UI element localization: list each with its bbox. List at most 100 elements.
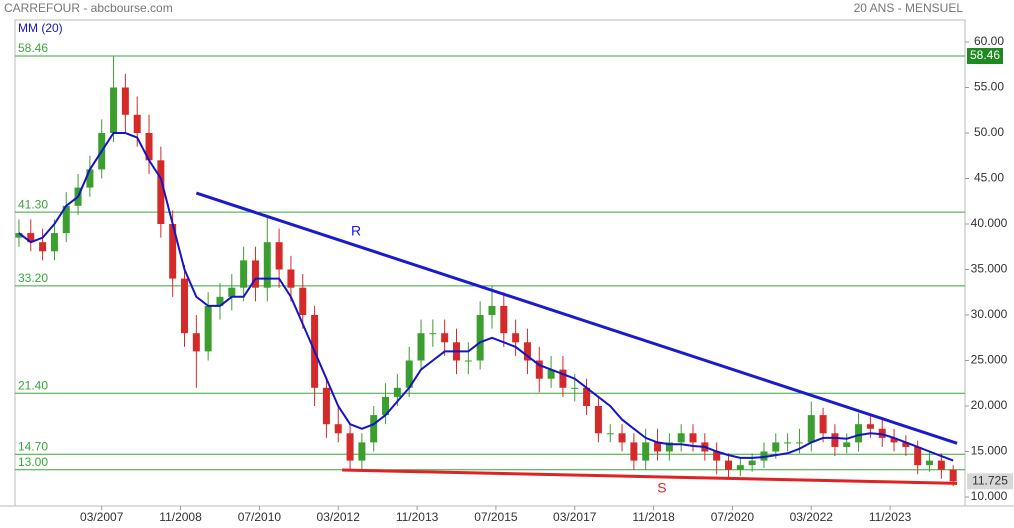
candle-body (27, 233, 35, 243)
y-tick-label: 50.00 (974, 125, 1004, 139)
candle-body (902, 442, 910, 447)
candle-body (441, 333, 449, 343)
candle-body (772, 442, 780, 452)
level-label: 58.46 (18, 41, 48, 55)
candle-body (110, 87, 118, 133)
candle-body (121, 87, 129, 115)
level-label: 13.00 (18, 455, 48, 469)
candle-body (322, 387, 330, 425)
candle-body (240, 260, 248, 288)
candle-body (488, 305, 496, 315)
candle-body (476, 315, 484, 361)
y-tick-label: 15.000 (971, 444, 1008, 458)
level-label: 21.40 (18, 378, 48, 392)
candle-body (937, 460, 945, 470)
candle-body (535, 360, 543, 379)
candle-body (855, 424, 863, 443)
x-tick-label: 07/2020 (711, 510, 755, 524)
candle-body (228, 287, 236, 297)
candle-body (654, 442, 662, 452)
y-tick-label: 35.000 (971, 262, 1008, 276)
candle-body (169, 224, 177, 279)
candle-body (630, 442, 638, 461)
trendline (342, 468, 958, 485)
level-label: 33.20 (18, 271, 48, 285)
candle-body (677, 433, 685, 443)
candle-body (334, 424, 342, 434)
moving-average (18, 132, 954, 462)
x-tick-label: 11/2008 (159, 510, 202, 524)
x-tick-label: 11/2013 (396, 510, 439, 524)
candle-body (382, 396, 390, 416)
trendline-label: R (351, 222, 361, 238)
y-tick-label: 30.000 (971, 307, 1008, 321)
chart-title: CARREFOUR - abcbourse.com (4, 1, 173, 15)
candle-body (748, 460, 756, 466)
x-tick-label: 03/2017 (553, 510, 597, 524)
candle-body (642, 442, 650, 461)
trendline (195, 191, 958, 445)
candle-body (618, 433, 626, 443)
candle-body (724, 460, 732, 470)
candle-body (784, 442, 792, 444)
trendline-label: S (657, 480, 666, 496)
candle-body (405, 360, 413, 388)
candle-body (831, 433, 839, 447)
legend-entry: MM (20) (18, 21, 63, 35)
candle-body (866, 424, 874, 429)
candle-body (500, 305, 508, 334)
candle-body (299, 287, 307, 315)
candle-body (512, 333, 520, 343)
candle-body (914, 446, 922, 466)
y-tick-label: 55.00 (974, 80, 1004, 94)
candle-body (819, 415, 827, 434)
candle-body (370, 415, 378, 443)
candle-body (287, 269, 295, 288)
candle-body (464, 360, 472, 362)
candle-body (713, 451, 721, 461)
candle-body (926, 460, 934, 466)
candle-body (523, 342, 531, 361)
candle-body (50, 233, 58, 252)
candle-body (736, 465, 744, 470)
candle-body (571, 387, 579, 389)
candle-body (949, 469, 957, 482)
candle-body (181, 278, 189, 334)
chart-subtitle: 20 ANS - MENSUEL (854, 1, 964, 15)
candle-body (251, 260, 259, 288)
x-tick-label: 03/2012 (317, 510, 361, 524)
high-badge (967, 48, 1003, 65)
candle-body (843, 442, 851, 447)
y-tick-label: 25.000 (971, 353, 1008, 367)
x-tick-label: 07/2010 (238, 510, 282, 524)
candle-body (795, 442, 803, 444)
candle-body (39, 242, 47, 252)
y-tick-label: 60.00 (974, 34, 1004, 48)
y-tick-label: 20.000 (971, 398, 1008, 412)
x-tick-label: 03/2007 (80, 510, 124, 524)
x-tick-label: 11/2018 (632, 510, 675, 524)
candle-body (665, 442, 673, 452)
candle-body (358, 442, 366, 461)
x-tick-label: 07/2015 (474, 510, 518, 524)
candle-body (15, 233, 23, 238)
candle-body (417, 333, 425, 361)
candle-body (145, 133, 153, 161)
candle-body (275, 242, 283, 270)
candle-body (429, 333, 437, 335)
candle-body (606, 433, 614, 435)
level-label: 14.70 (18, 439, 48, 453)
high-badge-label: 58.46 (970, 48, 1000, 62)
candle-body (547, 369, 555, 379)
candle-body (157, 160, 165, 224)
y-tick-label: 10.000 (971, 489, 1008, 503)
last-badge (967, 473, 1013, 490)
candle-body (216, 296, 224, 306)
candle-body (86, 169, 94, 188)
candle-body (807, 415, 815, 443)
candle-body (594, 406, 602, 434)
candle-body (62, 205, 70, 234)
